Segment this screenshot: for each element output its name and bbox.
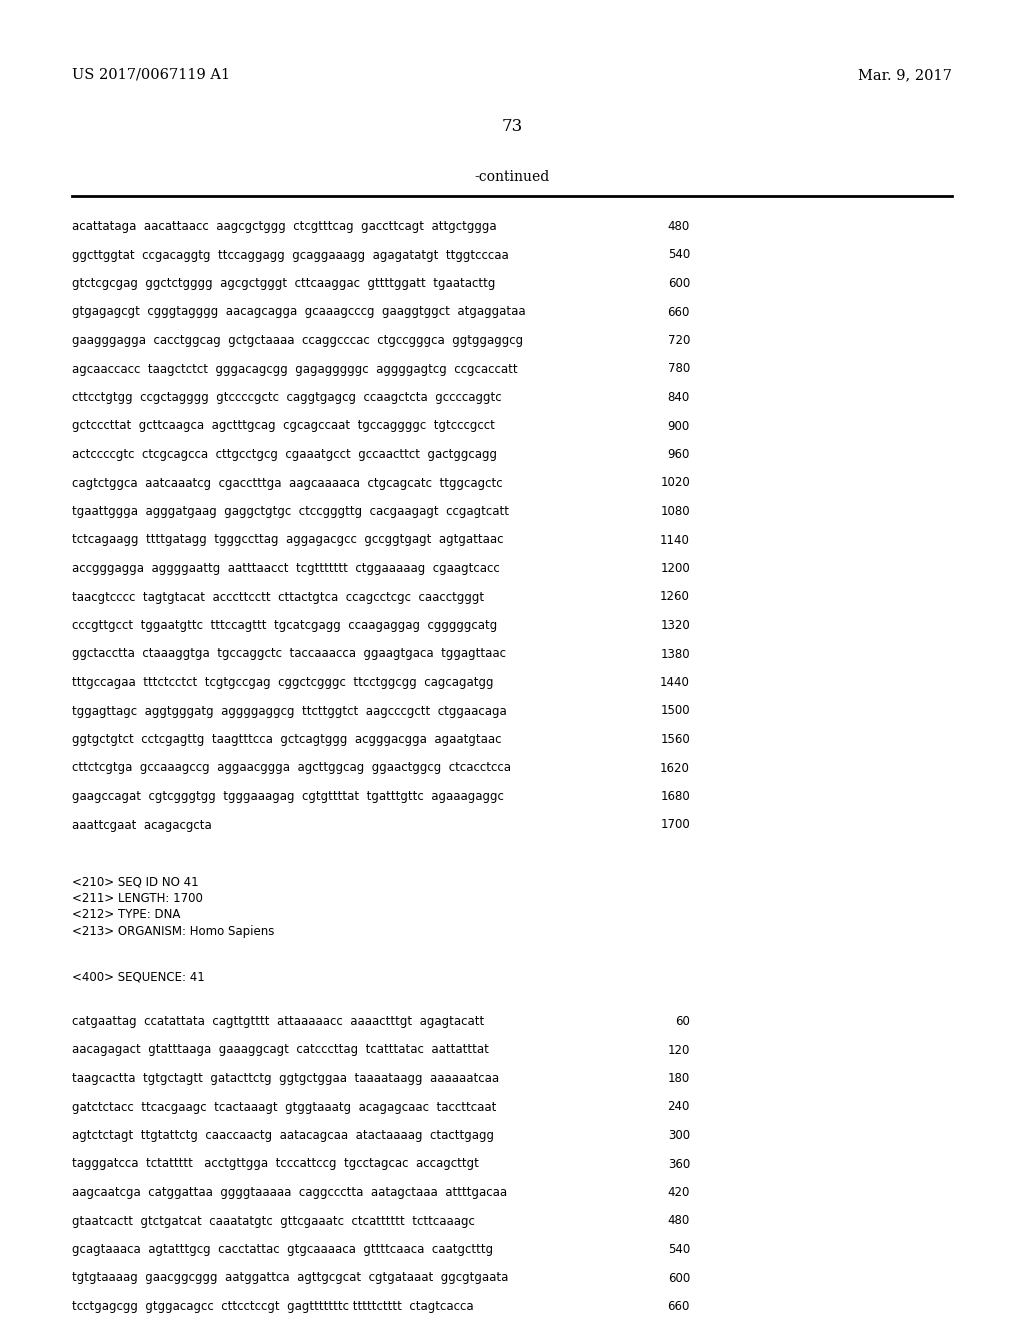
Text: tgtgtaaaag  gaacggcggg  aatggattca  agttgcgcat  cgtgataaat  ggcgtgaata: tgtgtaaaag gaacggcggg aatggattca agttgcg… — [72, 1271, 508, 1284]
Text: 1440: 1440 — [660, 676, 690, 689]
Text: gctcccttat  gcttcaagca  agctttgcag  cgcagccaat  tgccaggggc  tgtcccgcct: gctcccttat gcttcaagca agctttgcag cgcagcc… — [72, 420, 495, 433]
Text: 840: 840 — [668, 391, 690, 404]
Text: actccccgtc  ctcgcagcca  cttgcctgcg  cgaaatgcct  gccaacttct  gactggcagg: actccccgtc ctcgcagcca cttgcctgcg cgaaatg… — [72, 447, 497, 461]
Text: tctcagaagg  ttttgatagg  tgggccttag  aggagacgcc  gccggtgagt  agtgattaac: tctcagaagg ttttgatagg tgggccttag aggagac… — [72, 533, 504, 546]
Text: gtctcgcgag  ggctctgggg  agcgctgggt  cttcaaggac  gttttggatt  tgaatacttg: gtctcgcgag ggctctgggg agcgctgggt cttcaag… — [72, 277, 496, 290]
Text: gatctctacc  ttcacgaagc  tcactaaagt  gtggtaaatg  acagagcaac  taccttcaat: gatctctacc ttcacgaagc tcactaaagt gtggtaa… — [72, 1101, 497, 1114]
Text: -continued: -continued — [474, 170, 550, 183]
Text: ggtgctgtct  cctcgagttg  taagtttcca  gctcagtggg  acgggacgga  agaatgtaac: ggtgctgtct cctcgagttg taagtttcca gctcagt… — [72, 733, 502, 746]
Text: 540: 540 — [668, 1243, 690, 1257]
Text: <211> LENGTH: 1700: <211> LENGTH: 1700 — [72, 892, 203, 906]
Text: 480: 480 — [668, 1214, 690, 1228]
Text: 1260: 1260 — [660, 590, 690, 603]
Text: <212> TYPE: DNA: <212> TYPE: DNA — [72, 908, 180, 921]
Text: gcagtaaaca  agtatttgcg  cacctattac  gtgcaaaaca  gttttcaaca  caatgctttg: gcagtaaaca agtatttgcg cacctattac gtgcaaa… — [72, 1243, 494, 1257]
Text: 60: 60 — [675, 1015, 690, 1028]
Text: tcctgagcgg  gtggacagcc  cttcctccgt  gagtttttttc tttttctttt  ctagtcacca: tcctgagcgg gtggacagcc cttcctccgt gagtttt… — [72, 1300, 474, 1313]
Text: aaattcgaat  acagacgcta: aaattcgaat acagacgcta — [72, 818, 212, 832]
Text: cttctcgtga  gccaaagccg  aggaacggga  agcttggcag  ggaactggcg  ctcacctcca: cttctcgtga gccaaagccg aggaacggga agcttgg… — [72, 762, 511, 775]
Text: 600: 600 — [668, 277, 690, 290]
Text: 120: 120 — [668, 1044, 690, 1056]
Text: <210> SEQ ID NO 41: <210> SEQ ID NO 41 — [72, 875, 199, 888]
Text: 1140: 1140 — [660, 533, 690, 546]
Text: 1680: 1680 — [660, 789, 690, 803]
Text: <213> ORGANISM: Homo Sapiens: <213> ORGANISM: Homo Sapiens — [72, 925, 274, 939]
Text: <400> SEQUENCE: 41: <400> SEQUENCE: 41 — [72, 970, 205, 983]
Text: 1020: 1020 — [660, 477, 690, 490]
Text: 660: 660 — [668, 1300, 690, 1313]
Text: 1500: 1500 — [660, 705, 690, 718]
Text: gtgagagcgt  cgggtagggg  aacagcagga  gcaaagcccg  gaaggtggct  atgaggataa: gtgagagcgt cgggtagggg aacagcagga gcaaagc… — [72, 305, 525, 318]
Text: 780: 780 — [668, 363, 690, 375]
Text: tttgccagaa  tttctcctct  tcgtgccgag  cggctcgggc  ttcctggcgg  cagcagatgg: tttgccagaa tttctcctct tcgtgccgag cggctcg… — [72, 676, 494, 689]
Text: accgggagga  aggggaattg  aatttaacct  tcgttttttt  ctggaaaaag  cgaagtcacc: accgggagga aggggaattg aatttaacct tcgtttt… — [72, 562, 500, 576]
Text: tggagttagc  aggtgggatg  aggggaggcg  ttcttggtct  aagcccgctt  ctggaacaga: tggagttagc aggtgggatg aggggaggcg ttcttgg… — [72, 705, 507, 718]
Text: 1380: 1380 — [660, 648, 690, 660]
Text: 600: 600 — [668, 1271, 690, 1284]
Text: 300: 300 — [668, 1129, 690, 1142]
Text: cccgttgcct  tggaatgttc  tttccagttt  tgcatcgagg  ccaagaggag  cgggggcatg: cccgttgcct tggaatgttc tttccagttt tgcatcg… — [72, 619, 498, 632]
Text: 73: 73 — [502, 117, 522, 135]
Text: gaagccagat  cgtcgggtgg  tgggaaagag  cgtgttttat  tgatttgttc  agaaagaggc: gaagccagat cgtcgggtgg tgggaaagag cgtgttt… — [72, 789, 504, 803]
Text: 1320: 1320 — [660, 619, 690, 632]
Text: taacgtcccc  tagtgtacat  acccttcctt  cttactgtca  ccagcctcgc  caacctgggt: taacgtcccc tagtgtacat acccttcctt cttactg… — [72, 590, 484, 603]
Text: 1700: 1700 — [660, 818, 690, 832]
Text: cagtctggca  aatcaaatcg  cgacctttga  aagcaaaaca  ctgcagcatc  ttggcagctc: cagtctggca aatcaaatcg cgacctttga aagcaaa… — [72, 477, 503, 490]
Text: gaagggagga  cacctggcag  gctgctaaaa  ccaggcccac  ctgccgggca  ggtggaggcg: gaagggagga cacctggcag gctgctaaaa ccaggcc… — [72, 334, 523, 347]
Text: 1620: 1620 — [660, 762, 690, 775]
Text: 360: 360 — [668, 1158, 690, 1171]
Text: agtctctagt  ttgtattctg  caaccaactg  aatacagcaa  atactaaaag  ctacttgagg: agtctctagt ttgtattctg caaccaactg aatacag… — [72, 1129, 494, 1142]
Text: acattataga  aacattaacc  aagcgctggg  ctcgtttcag  gaccttcagt  attgctggga: acattataga aacattaacc aagcgctggg ctcgttt… — [72, 220, 497, 234]
Text: agcaaccacc  taagctctct  gggacagcgg  gagagggggc  aggggagtcg  ccgcaccatt: agcaaccacc taagctctct gggacagcgg gagaggg… — [72, 363, 517, 375]
Text: ggcttggtat  ccgacaggtg  ttccaggagg  gcaggaaagg  agagatatgt  ttggtcccaa: ggcttggtat ccgacaggtg ttccaggagg gcaggaa… — [72, 248, 509, 261]
Text: 540: 540 — [668, 248, 690, 261]
Text: aagcaatcga  catggattaa  ggggtaaaaa  caggccctta  aatagctaaa  attttgacaa: aagcaatcga catggattaa ggggtaaaaa caggccc… — [72, 1185, 507, 1199]
Text: aacagagact  gtatttaaga  gaaaggcagt  catcccttag  tcatttatac  aattatttat: aacagagact gtatttaaga gaaaggcagt catccct… — [72, 1044, 488, 1056]
Text: 900: 900 — [668, 420, 690, 433]
Text: tgaattggga  agggatgaag  gaggctgtgc  ctccgggttg  cacgaagagt  ccgagtcatt: tgaattggga agggatgaag gaggctgtgc ctccggg… — [72, 506, 509, 517]
Text: 1200: 1200 — [660, 562, 690, 576]
Text: 960: 960 — [668, 447, 690, 461]
Text: 480: 480 — [668, 220, 690, 234]
Text: 240: 240 — [668, 1101, 690, 1114]
Text: 420: 420 — [668, 1185, 690, 1199]
Text: cttcctgtgg  ccgctagggg  gtccccgctc  caggtgagcg  ccaagctcta  gccccaggtc: cttcctgtgg ccgctagggg gtccccgctc caggtga… — [72, 391, 502, 404]
Text: 1080: 1080 — [660, 506, 690, 517]
Text: taagcactta  tgtgctagtt  gatacttctg  ggtgctggaa  taaaataagg  aaaaaatcaa: taagcactta tgtgctagtt gatacttctg ggtgctg… — [72, 1072, 499, 1085]
Text: ggctacctta  ctaaaggtga  tgccaggctc  taccaaacca  ggaagtgaca  tggagttaac: ggctacctta ctaaaggtga tgccaggctc taccaaa… — [72, 648, 506, 660]
Text: 180: 180 — [668, 1072, 690, 1085]
Text: Mar. 9, 2017: Mar. 9, 2017 — [858, 69, 952, 82]
Text: tagggatcca  tctattttt   acctgttgga  tcccattccg  tgcctagcac  accagcttgt: tagggatcca tctattttt acctgttgga tcccattc… — [72, 1158, 479, 1171]
Text: catgaattag  ccatattata  cagttgtttt  attaaaaacc  aaaactttgt  agagtacatt: catgaattag ccatattata cagttgtttt attaaaa… — [72, 1015, 484, 1028]
Text: US 2017/0067119 A1: US 2017/0067119 A1 — [72, 69, 230, 82]
Text: 720: 720 — [668, 334, 690, 347]
Text: 660: 660 — [668, 305, 690, 318]
Text: 1560: 1560 — [660, 733, 690, 746]
Text: gtaatcactt  gtctgatcat  caaatatgtc  gttcgaaatc  ctcatttttt  tcttcaaagc: gtaatcactt gtctgatcat caaatatgtc gttcgaa… — [72, 1214, 475, 1228]
